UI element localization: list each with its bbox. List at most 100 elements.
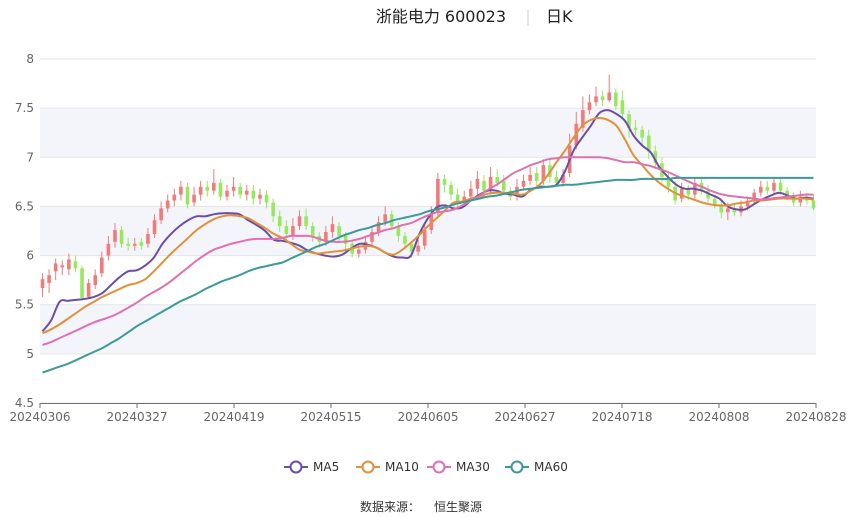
candle bbox=[264, 190, 269, 209]
candle-body bbox=[383, 214, 387, 223]
candle bbox=[297, 210, 302, 231]
candle bbox=[152, 214, 157, 238]
candle-body bbox=[475, 178, 480, 189]
candle bbox=[80, 265, 84, 301]
candle bbox=[337, 222, 341, 242]
y-tick-label: 6 bbox=[26, 249, 34, 263]
candle bbox=[231, 176, 236, 197]
candle bbox=[100, 251, 104, 278]
candle bbox=[113, 223, 117, 248]
candle bbox=[47, 269, 51, 293]
y-tick-label: 4.5 bbox=[15, 396, 34, 410]
candle-body bbox=[436, 178, 440, 213]
x-tick-label: 20240327 bbox=[106, 410, 167, 424]
legend: MA5 MA10 MA30 MA60 bbox=[284, 460, 568, 474]
candle bbox=[627, 110, 631, 138]
legend-item-ma5: MA5 bbox=[284, 460, 339, 474]
y-tick-label: 6.5 bbox=[15, 199, 34, 213]
candle bbox=[442, 174, 447, 193]
candle bbox=[416, 239, 420, 256]
candle-body bbox=[330, 224, 335, 232]
legend-marker bbox=[510, 460, 524, 474]
candle bbox=[501, 174, 506, 195]
candle-body bbox=[416, 245, 420, 252]
candle-body bbox=[666, 176, 671, 187]
candle-body bbox=[60, 265, 65, 268]
candle-body bbox=[258, 194, 262, 199]
candle bbox=[653, 145, 658, 170]
candle bbox=[811, 194, 816, 211]
candle-body bbox=[291, 226, 295, 236]
candle-body bbox=[455, 194, 460, 203]
x-tick-label: 20240605 bbox=[397, 410, 458, 424]
candle-body bbox=[185, 186, 190, 205]
candle-body bbox=[726, 208, 730, 213]
candle-body bbox=[521, 180, 526, 187]
candle-body bbox=[73, 261, 78, 269]
candle-body bbox=[620, 100, 625, 115]
candle bbox=[633, 119, 638, 136]
ma-line-ma10 bbox=[42, 116, 814, 335]
candle bbox=[330, 216, 335, 238]
candle-body bbox=[100, 257, 104, 274]
candle bbox=[132, 237, 137, 251]
candle bbox=[146, 228, 150, 248]
source-name: 恒生聚源 bbox=[434, 500, 482, 514]
candle bbox=[185, 182, 190, 209]
candle-body bbox=[297, 216, 302, 227]
candle bbox=[271, 198, 275, 223]
candle-body bbox=[541, 165, 546, 181]
candle-body bbox=[244, 190, 249, 195]
x-axis: 20240306 20240327 20240419 20240515 20240605… bbox=[9, 403, 847, 424]
candles bbox=[40, 74, 816, 301]
candle bbox=[594, 86, 598, 107]
candle-body bbox=[422, 230, 427, 246]
candle bbox=[198, 180, 203, 201]
legend-marker bbox=[361, 460, 375, 474]
candle bbox=[310, 222, 315, 242]
candle bbox=[244, 184, 249, 201]
candle-body bbox=[594, 96, 598, 103]
candle-body bbox=[785, 190, 789, 197]
candle bbox=[370, 226, 374, 246]
candle bbox=[40, 273, 45, 297]
legend-marker bbox=[289, 460, 303, 474]
candle-body bbox=[403, 235, 407, 244]
candle bbox=[172, 188, 177, 207]
candle-body bbox=[614, 92, 618, 107]
candle-body bbox=[686, 188, 691, 195]
candle bbox=[449, 180, 453, 201]
candle-body bbox=[212, 182, 216, 191]
candle-body bbox=[534, 173, 539, 181]
candle-body bbox=[679, 188, 684, 199]
grid-band bbox=[40, 304, 816, 354]
candle-body bbox=[80, 268, 84, 298]
candle bbox=[758, 180, 763, 197]
candle bbox=[607, 74, 612, 103]
candle bbox=[126, 237, 130, 251]
candle bbox=[67, 253, 71, 276]
candle bbox=[179, 180, 183, 201]
candle-body bbox=[343, 235, 348, 244]
candle-body bbox=[152, 220, 157, 234]
candle-body bbox=[488, 176, 493, 191]
candle-body bbox=[706, 190, 710, 199]
candle bbox=[646, 129, 651, 160]
candle-body bbox=[93, 275, 98, 286]
candle bbox=[106, 235, 111, 261]
candle-body bbox=[284, 226, 289, 234]
legend-label: MA5 bbox=[313, 460, 339, 474]
moving-average-lines bbox=[41, 109, 814, 374]
background-bands bbox=[40, 108, 816, 354]
x-tick-label: 20240515 bbox=[300, 410, 361, 424]
candle bbox=[561, 169, 565, 187]
candle-body bbox=[811, 200, 816, 209]
candle-body bbox=[205, 186, 210, 191]
candle-body bbox=[47, 275, 51, 284]
candle-body bbox=[587, 102, 592, 111]
candle-body bbox=[225, 190, 229, 197]
candle-body bbox=[238, 186, 242, 195]
candle-body bbox=[218, 182, 223, 197]
candle-body bbox=[482, 180, 486, 191]
candle-body bbox=[106, 243, 111, 256]
